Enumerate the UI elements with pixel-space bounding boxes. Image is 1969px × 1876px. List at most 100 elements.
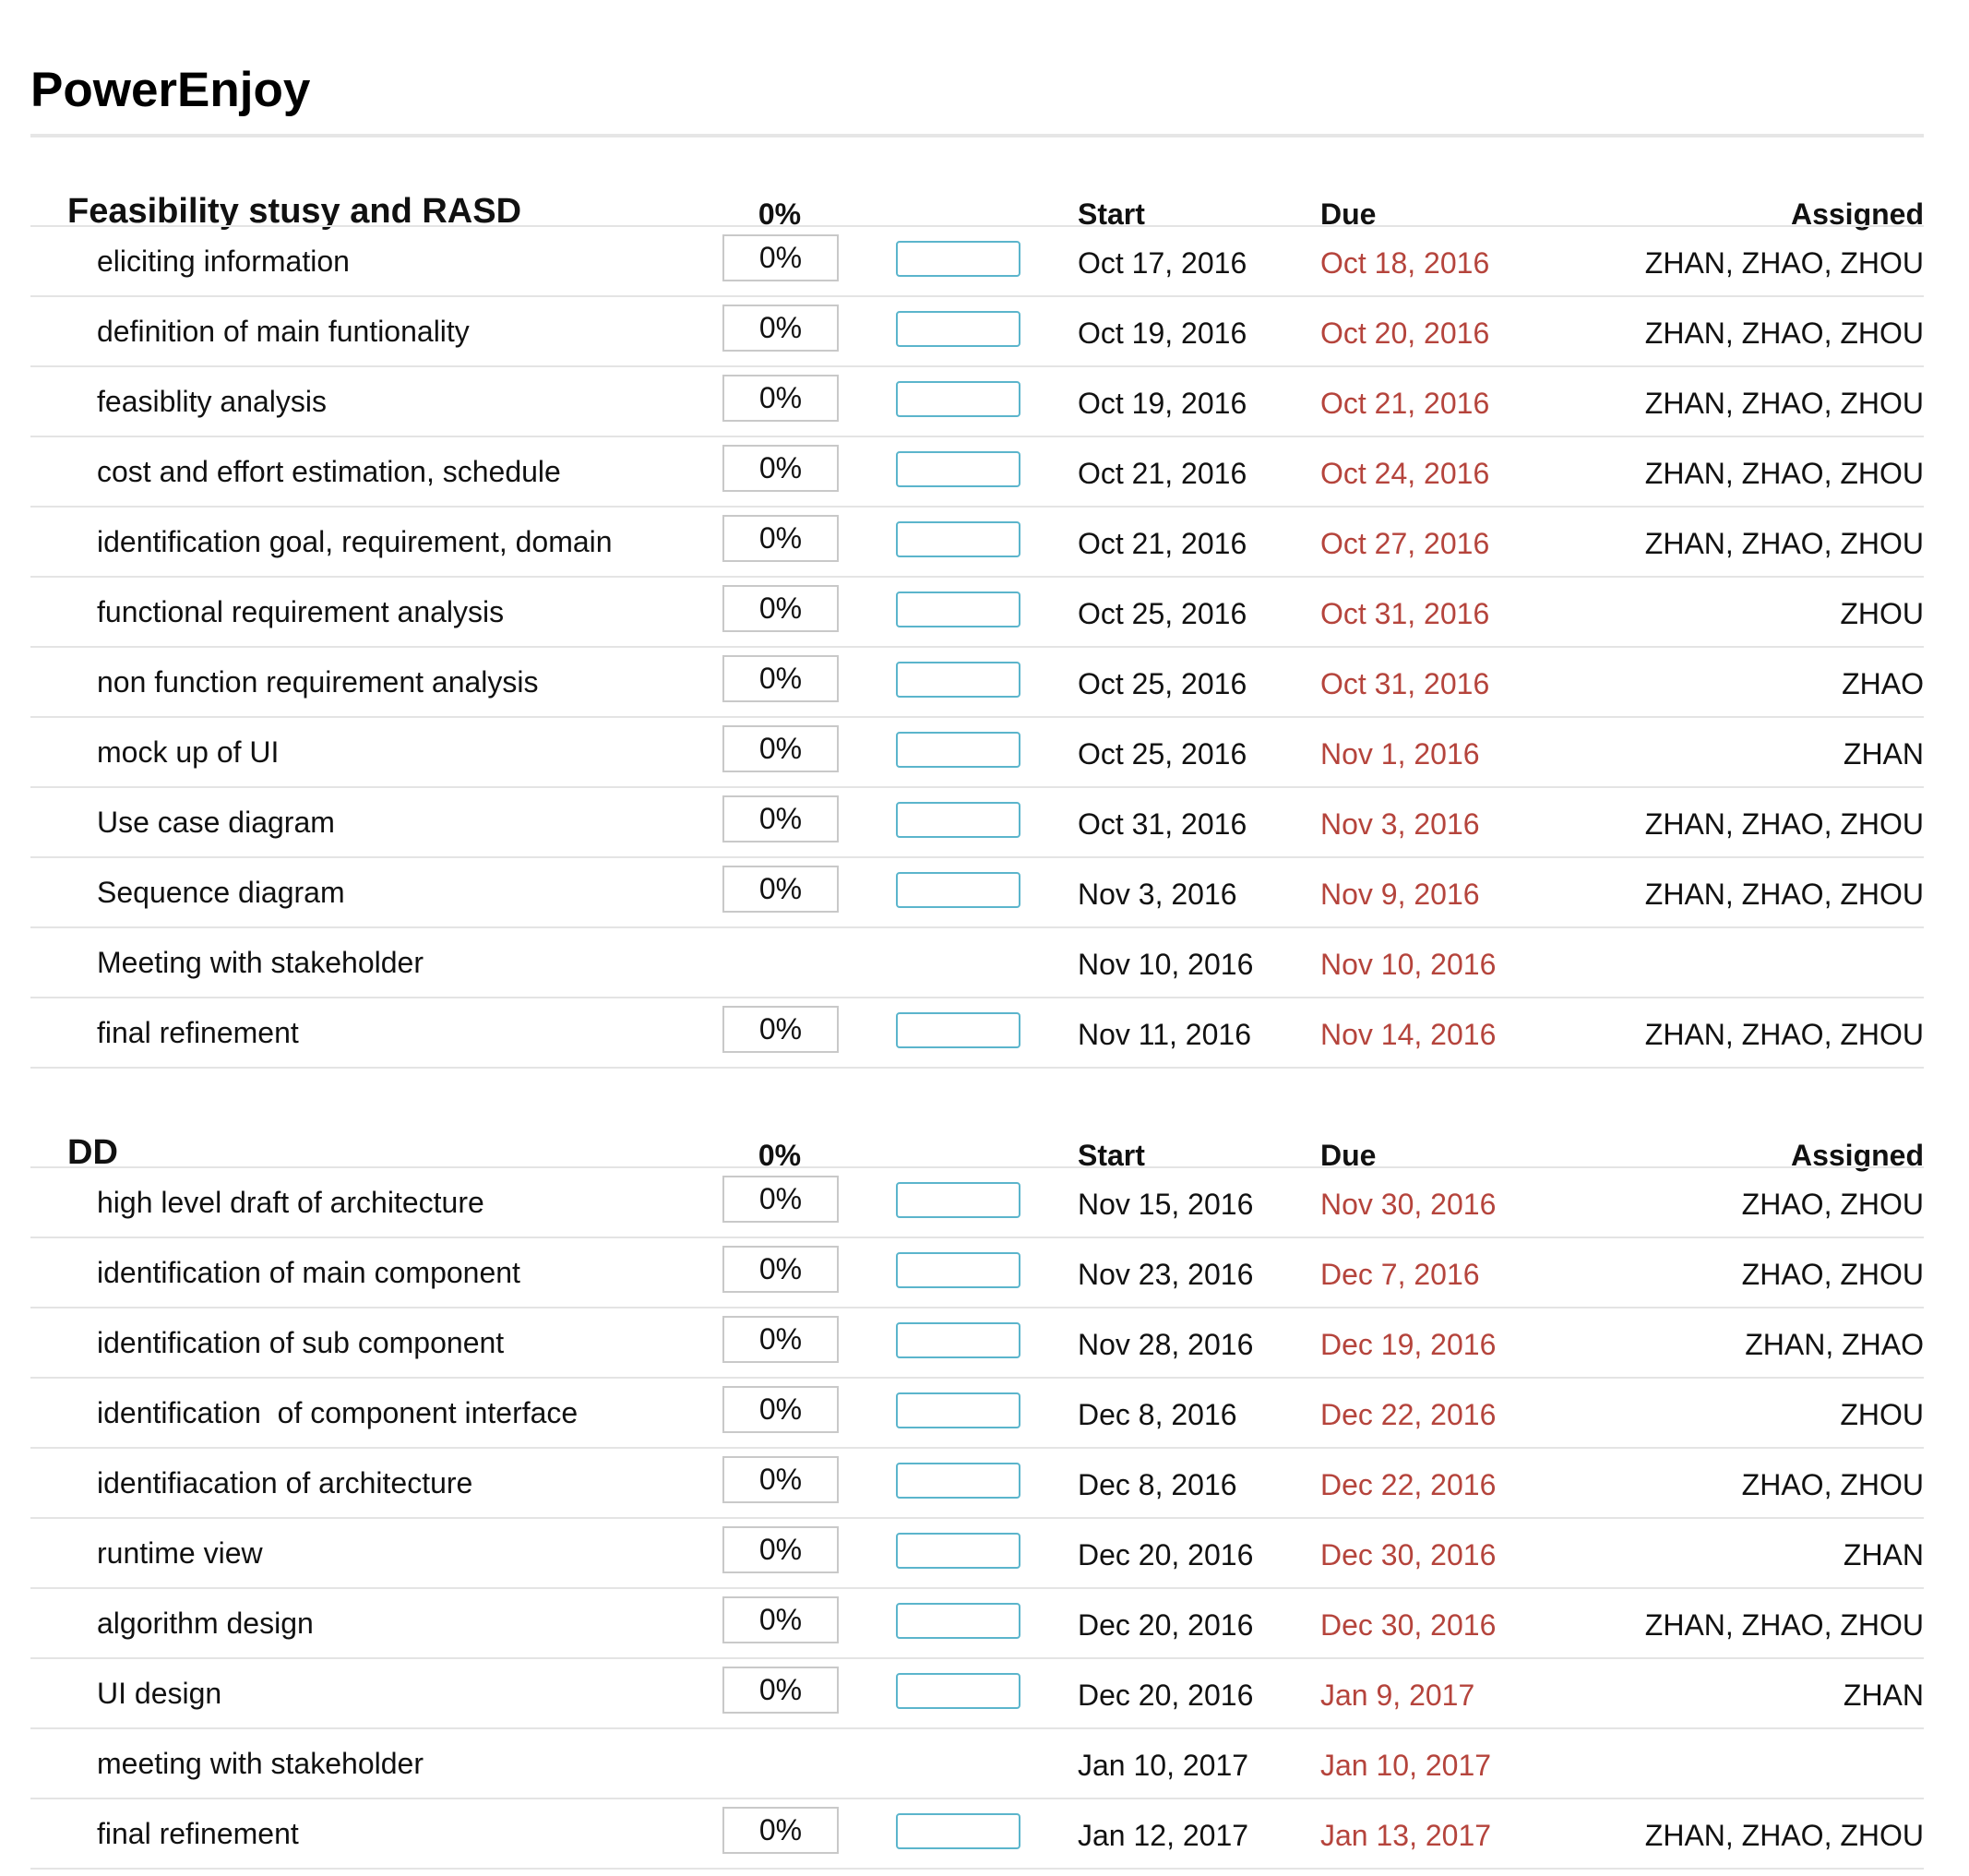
row-divider [30, 576, 1924, 578]
task-name: algorithm design [97, 1607, 314, 1640]
row-divider [30, 1237, 1924, 1238]
task-row[interactable]: final refinement 0% Nov 11, 2016 Nov 14, 20… [0, 997, 1969, 1067]
task-progress-field[interactable]: 0% [722, 1456, 839, 1503]
row-divider [30, 926, 1924, 928]
task-progress-bar [896, 1603, 1020, 1639]
section-title: DD [67, 1133, 118, 1172]
task-progress-field[interactable]: 0% [722, 1176, 839, 1223]
task-progress-bar [896, 1182, 1020, 1218]
task-assignees: ZHAN, ZHAO, ZHOU [1644, 1018, 1924, 1051]
task-assignees: ZHAN, ZHAO, ZHOU [1644, 527, 1924, 560]
task-due-date: Oct 24, 2016 [1320, 457, 1490, 490]
task-assignees: ZHOU [1840, 1398, 1924, 1431]
task-row[interactable]: eliciting information 0% Oct 17, 2016 Oct 1… [0, 225, 1969, 295]
task-name: Meeting with stakeholder [97, 946, 424, 979]
section-title: Feasibility stusy and RASD [67, 192, 522, 231]
task-start-date: Dec 8, 2016 [1078, 1468, 1237, 1501]
section-bottom-divider [30, 1868, 1924, 1870]
task-progress-field[interactable]: 0% [722, 1006, 839, 1053]
task-row[interactable]: identification goal, requirement, domain… [0, 506, 1969, 576]
task-progress-bar [896, 521, 1020, 557]
task-due-date: Oct 27, 2016 [1320, 527, 1490, 560]
task-assignees: ZHAO, ZHOU [1741, 1258, 1924, 1291]
task-row[interactable]: definition of main funtionality 0% Oct 19,… [0, 295, 1969, 365]
task-row[interactable]: feasiblity analysis 0% Oct 19, 2016 Oct 21,… [0, 365, 1969, 436]
task-assignees: ZHAO [1842, 667, 1924, 700]
task-row[interactable]: mock up of UI 0% Oct 25, 2016 Nov 1, 2016 ZH… [0, 716, 1969, 786]
project-title: PowerEnjoy [30, 63, 311, 117]
task-progress-field[interactable]: 0% [722, 375, 839, 422]
task-progress-field[interactable]: 0% [722, 1807, 839, 1854]
task-row[interactable]: non function requirement analysis 0% Oct 2… [0, 646, 1969, 716]
task-row[interactable]: UI design 0% Dec 20, 2016 Jan 9, 2017 ZHAN [0, 1657, 1969, 1727]
task-progress-field[interactable]: 0% [722, 305, 839, 352]
task-start-date: Dec 20, 2016 [1078, 1679, 1254, 1712]
task-progress-field[interactable]: 0% [722, 866, 839, 913]
row-divider [30, 295, 1924, 297]
task-assignees: ZHAN, ZHAO, ZHOU [1644, 1819, 1924, 1852]
row-divider [30, 365, 1924, 367]
task-progress-field[interactable]: 0% [722, 1667, 839, 1714]
task-assignees: ZHAN, ZHAO, ZHOU [1644, 1608, 1924, 1642]
task-due-date: Nov 3, 2016 [1320, 807, 1480, 841]
task-row[interactable]: Sequence diagram 0% Nov 3, 2016 Nov 9, 2016… [0, 856, 1969, 926]
task-progress-field[interactable]: 0% [722, 1246, 839, 1293]
task-progress-field[interactable]: 0% [722, 1386, 839, 1433]
task-row[interactable]: high level draft of architecture 0% Nov 15… [0, 1166, 1969, 1237]
task-name: feasiblity analysis [97, 385, 327, 418]
task-assignees: ZHAN, ZHAO, ZHOU [1644, 457, 1924, 490]
task-progress-field[interactable]: 0% [722, 655, 839, 702]
task-row[interactable]: identification of component interface 0% D… [0, 1377, 1969, 1447]
task-assignees: ZHAN [1843, 737, 1924, 771]
task-progress-bar [896, 1322, 1020, 1358]
task-progress-bar [896, 872, 1020, 908]
task-progress-field[interactable]: 0% [722, 1316, 839, 1363]
task-name: high level draft of architecture [97, 1186, 484, 1219]
task-row[interactable]: functional requirement analysis 0% Oct 25,… [0, 576, 1969, 646]
task-assignees: ZHAO, ZHOU [1741, 1188, 1924, 1221]
task-progress-field[interactable]: 0% [722, 445, 839, 492]
task-row[interactable]: cost and effort estimation, schedule 0% Oc… [0, 436, 1969, 506]
task-name: cost and effort estimation, schedule [97, 455, 561, 488]
task-due-date: Dec 7, 2016 [1320, 1258, 1480, 1291]
task-start-date: Nov 23, 2016 [1078, 1258, 1254, 1291]
row-divider [30, 646, 1924, 648]
task-name: final refinement [97, 1016, 299, 1049]
task-name: identifiacation of architecture [97, 1466, 473, 1500]
task-progress-bar [896, 1813, 1020, 1849]
task-progress-field[interactable]: 0% [722, 795, 839, 842]
task-row[interactable]: identification of main component 0% Nov 23… [0, 1237, 1969, 1307]
task-due-date: Nov 1, 2016 [1320, 737, 1480, 771]
task-row[interactable]: final refinement 0% Jan 12, 2017 Jan 13, 20… [0, 1798, 1969, 1868]
task-progress-field[interactable]: 0% [722, 725, 839, 772]
task-progress-bar [896, 1463, 1020, 1499]
task-progress-bar [896, 1392, 1020, 1428]
task-row[interactable]: Use case diagram 0% Oct 31, 2016 Nov 3, 201… [0, 786, 1969, 856]
task-row[interactable]: identifiacation of architecture 0% Dec 8, … [0, 1447, 1969, 1517]
task-start-date: Jan 10, 2017 [1078, 1749, 1249, 1782]
task-name: mock up of UI [97, 735, 280, 769]
task-progress-field[interactable]: 0% [722, 515, 839, 562]
task-assignees: ZHOU [1840, 597, 1924, 630]
task-row[interactable]: runtime view 0% Dec 20, 2016 Dec 30, 2016 ZH… [0, 1517, 1969, 1587]
task-progress-field[interactable]: 0% [722, 234, 839, 281]
task-row[interactable]: Meeting with stakeholder Nov 10, 2016 Nov … [0, 926, 1969, 997]
task-due-date: Oct 21, 2016 [1320, 387, 1490, 420]
task-row[interactable]: algorithm design 0% Dec 20, 2016 Dec 30, 20… [0, 1587, 1969, 1657]
row-divider [30, 997, 1924, 998]
row-divider [30, 1517, 1924, 1519]
task-row[interactable]: meeting with stakeholder Jan 10, 2017 Jan … [0, 1727, 1969, 1798]
task-progress-field[interactable]: 0% [722, 1596, 839, 1643]
task-row[interactable]: identification of sub component 0% Nov 28,… [0, 1307, 1969, 1377]
task-name: eliciting information [97, 245, 350, 278]
task-progress-bar [896, 732, 1020, 768]
task-progress-field[interactable]: 0% [722, 1526, 839, 1573]
task-start-date: Oct 19, 2016 [1078, 317, 1247, 350]
task-assignees: ZHAN, ZHAO, ZHOU [1644, 878, 1924, 911]
task-progress-field[interactable]: 0% [722, 585, 839, 632]
task-start-date: Oct 17, 2016 [1078, 246, 1247, 280]
task-due-date: Jan 9, 2017 [1320, 1679, 1475, 1712]
task-start-date: Oct 25, 2016 [1078, 667, 1247, 700]
task-due-date: Jan 10, 2017 [1320, 1749, 1492, 1782]
